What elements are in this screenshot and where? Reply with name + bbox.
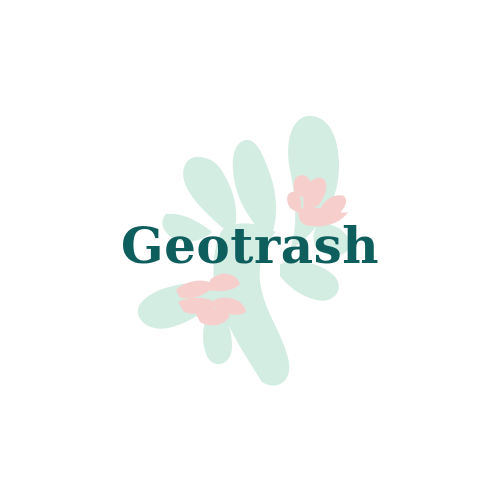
brand-wordmark: Geotrash: [0, 216, 500, 276]
